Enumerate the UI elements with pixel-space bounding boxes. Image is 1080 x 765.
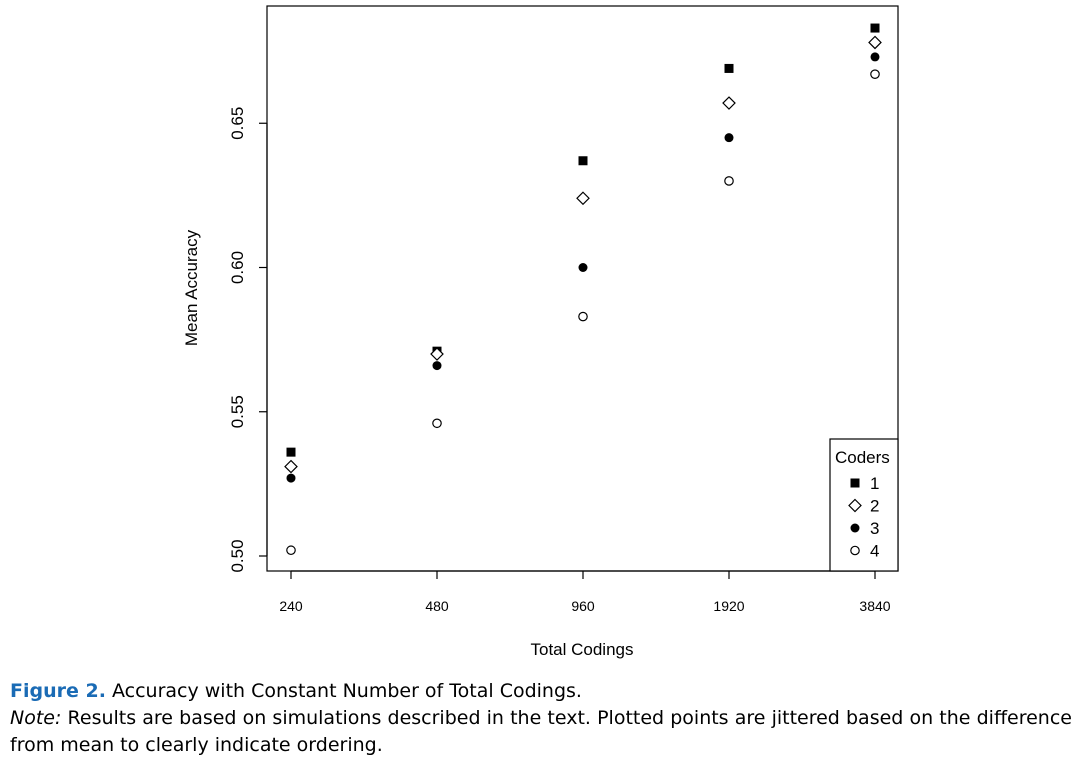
data-point-coder-4 [287, 546, 295, 554]
y-axis: 0.50 0.55 0.60 0.65 [228, 107, 267, 573]
legend-title: Coders [835, 448, 890, 467]
data-point-coder-4 [579, 312, 587, 320]
note-label: Note: [10, 707, 61, 729]
x-tick-label: 480 [425, 598, 449, 614]
data-point-coder-2 [577, 192, 589, 204]
note-text: Results are based on simulations describ… [10, 707, 1072, 756]
data-point-coder-4 [433, 419, 441, 427]
figure-caption: Figure 2. Accuracy with Constant Number … [10, 678, 1072, 759]
legend: Coders 1 2 3 4 [830, 439, 898, 571]
data-point-coder-1 [725, 64, 734, 73]
data-point-coder-4 [725, 177, 733, 185]
data-point-coder-4 [871, 70, 879, 78]
data-point-coder-2 [723, 97, 735, 109]
legend-marker-4 [851, 546, 859, 554]
x-tick-label: 960 [571, 598, 595, 614]
x-axis-label: Total Codings [530, 640, 633, 659]
legend-label-3: 3 [870, 519, 879, 538]
x-tick-label: 1920 [713, 598, 744, 614]
y-tick-label: 0.55 [228, 395, 247, 428]
legend-label-1: 1 [870, 474, 879, 493]
data-points [285, 24, 881, 555]
x-tick-label: 240 [279, 598, 303, 614]
data-point-coder-3 [287, 474, 296, 483]
chart-svg: 240 480 960 1920 3840 0.50 0.55 0.60 0.65 Coder… [0, 0, 1080, 670]
data-point-coder-1 [579, 156, 588, 165]
data-point-coder-3 [725, 133, 734, 142]
plot-frame [267, 6, 898, 571]
data-point-coder-3 [579, 263, 588, 272]
figure-label: Figure 2. [10, 680, 106, 702]
data-point-coder-2 [869, 36, 881, 48]
data-point-coder-3 [871, 52, 880, 61]
figure-title: Accuracy with Constant Number of Total C… [112, 680, 582, 702]
legend-label-2: 2 [870, 497, 879, 516]
legend-label-4: 4 [870, 542, 879, 561]
y-tick-label: 0.65 [228, 107, 247, 140]
y-tick-label: 0.60 [228, 251, 247, 284]
legend-marker-3 [851, 524, 860, 533]
data-point-coder-3 [433, 361, 442, 370]
y-tick-label: 0.50 [228, 539, 247, 572]
data-point-coder-1 [287, 448, 296, 457]
x-tick-label: 3840 [859, 598, 890, 614]
data-point-coder-2 [285, 461, 297, 473]
data-point-coder-1 [871, 24, 880, 33]
y-axis-label: Mean Accuracy [182, 229, 201, 346]
legend-marker-1 [851, 479, 860, 488]
x-axis: 240 480 960 1920 3840 [279, 571, 890, 614]
